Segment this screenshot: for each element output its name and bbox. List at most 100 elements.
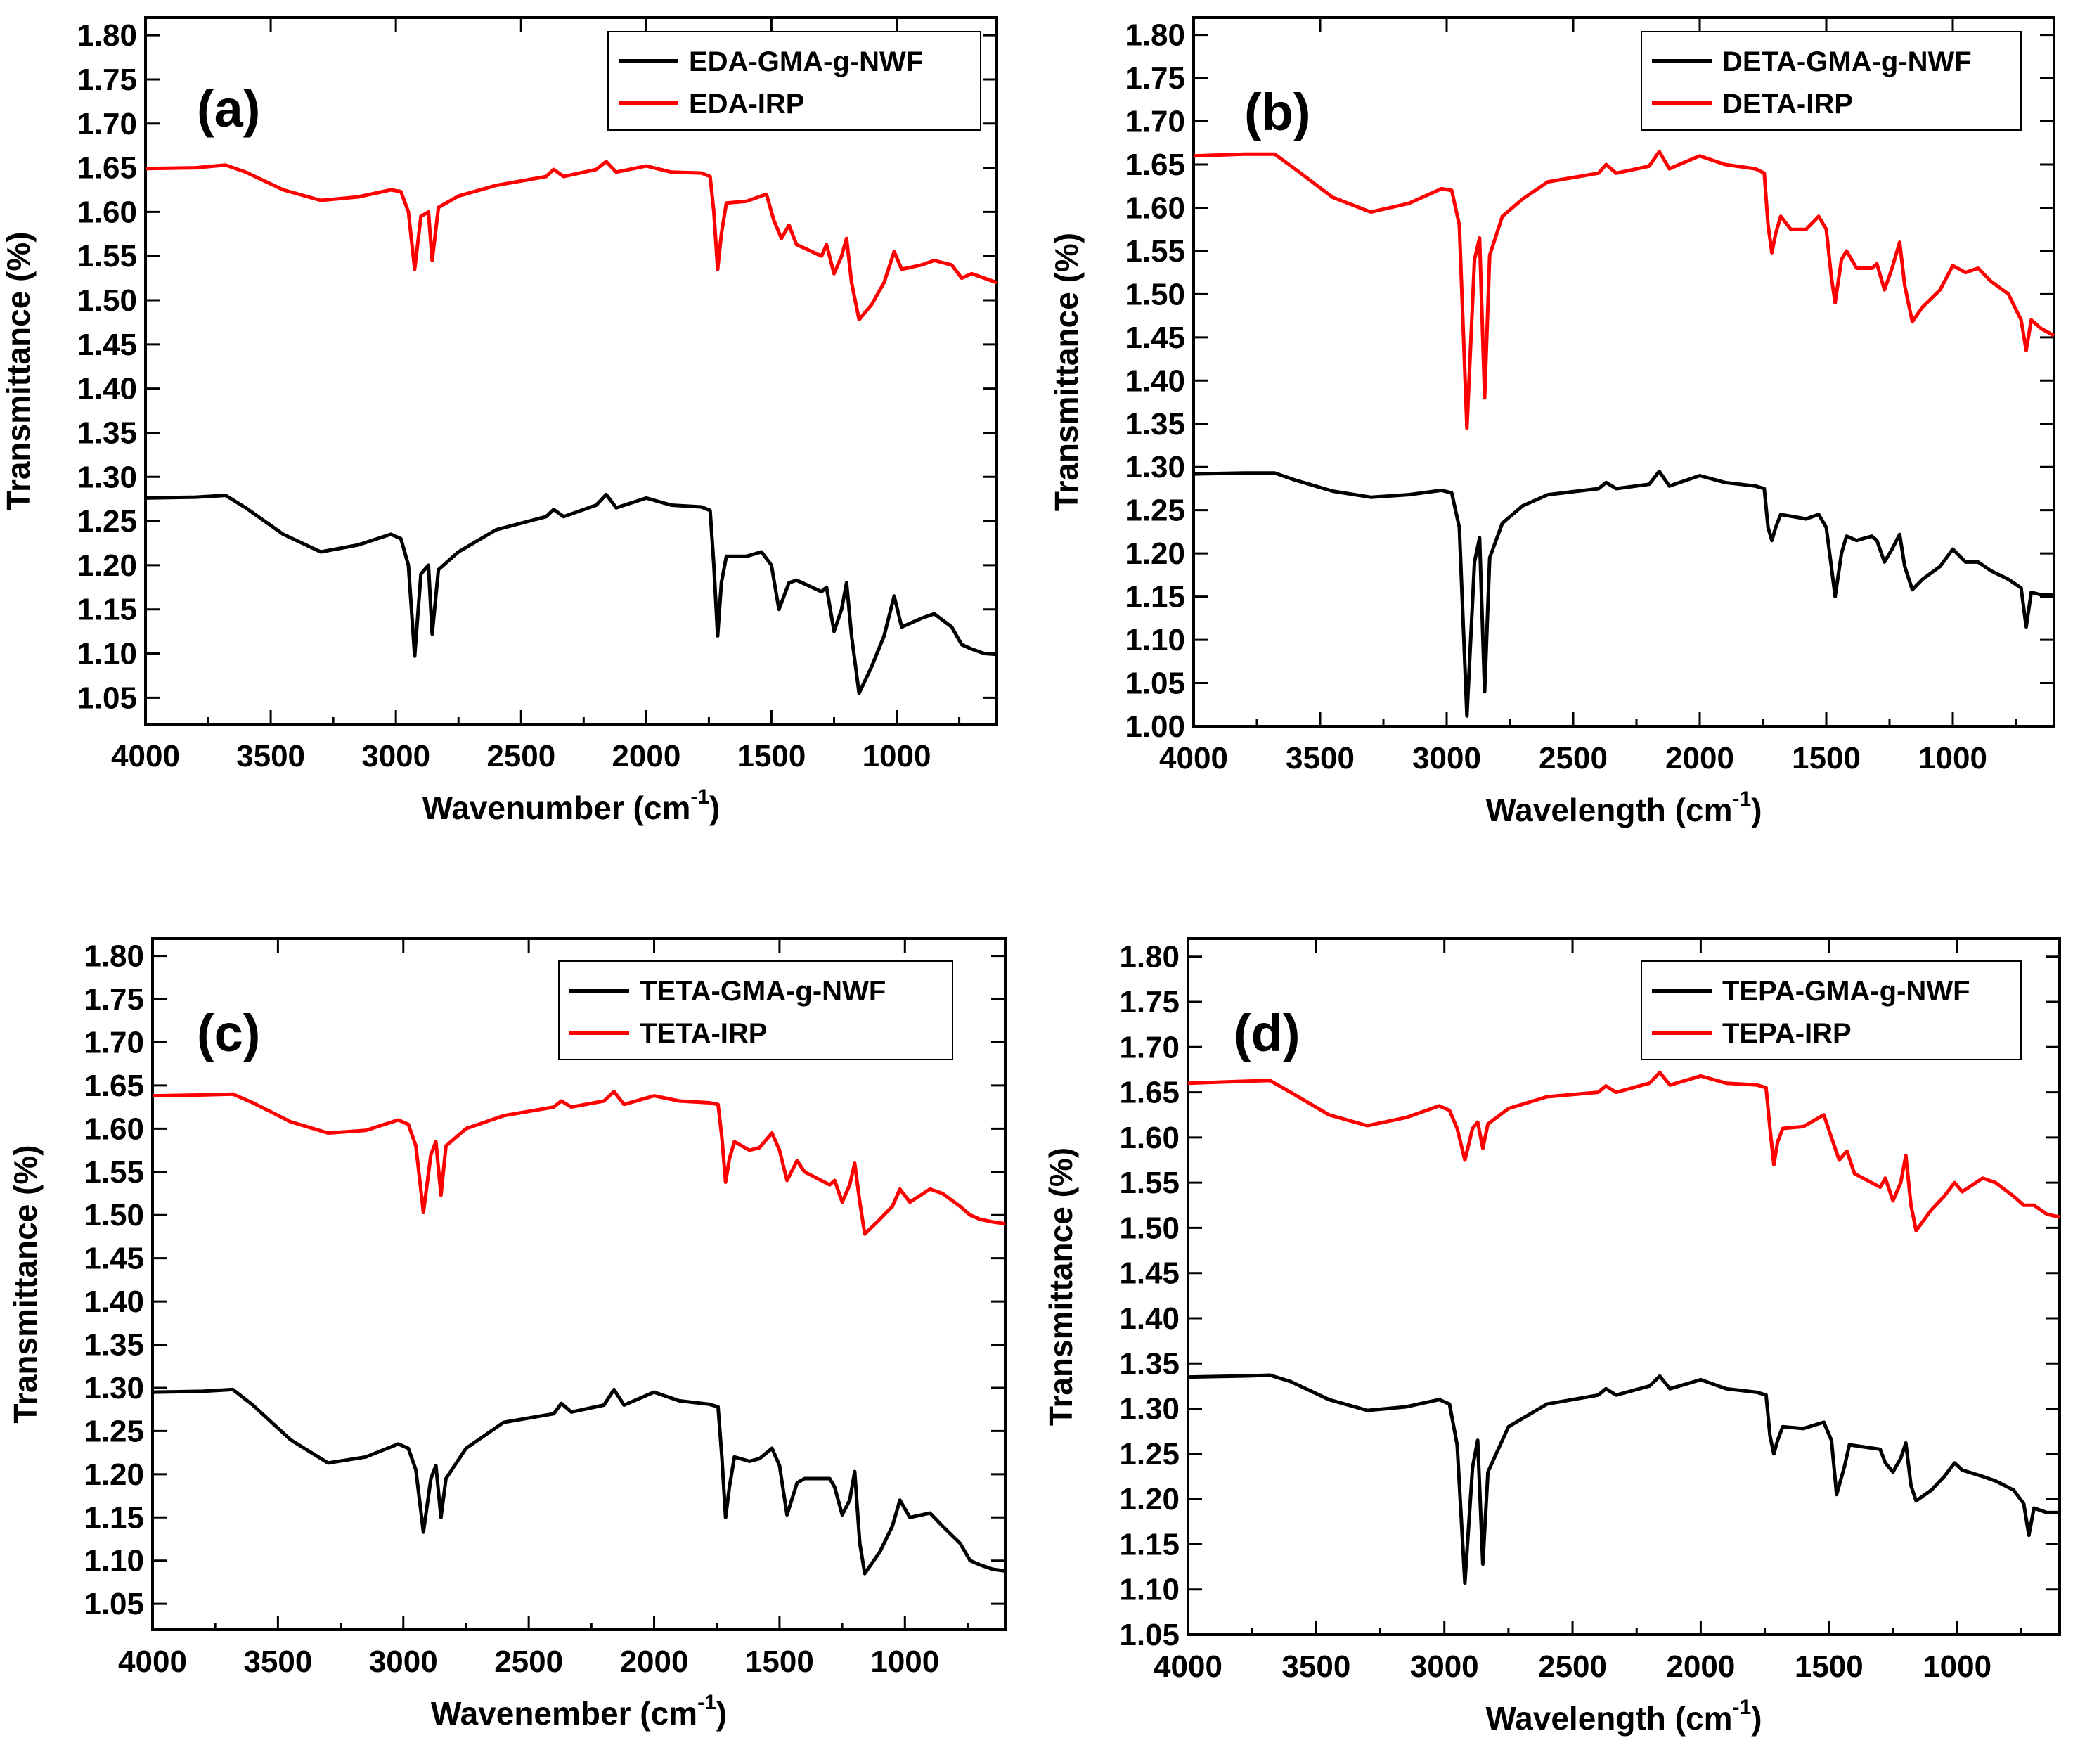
y-tick-label: 1.45 xyxy=(77,328,137,362)
y-tick-label: 1.10 xyxy=(1125,623,1185,657)
x-tick-label: 2500 xyxy=(1539,741,1608,775)
legend-box xyxy=(607,31,981,131)
x-tick-label: 3000 xyxy=(369,1644,438,1679)
x-tick-label: 2500 xyxy=(494,1644,563,1679)
x-tick-label: 2000 xyxy=(620,1644,689,1679)
legend-box xyxy=(1641,31,2022,131)
y-tick-label: 1.15 xyxy=(84,1500,144,1535)
x-tick-label: 3500 xyxy=(1286,741,1355,775)
series-line-deta-gma-g-nwf xyxy=(1193,469,2054,718)
x-tick-label: 4000 xyxy=(111,739,180,773)
x-tick-label: 1000 xyxy=(1923,1649,1991,1684)
series-line-eda-gma-g-nwf xyxy=(145,492,997,695)
y-tick-label: 1.65 xyxy=(1125,148,1185,182)
x-tick-label: 4000 xyxy=(118,1644,187,1679)
x-axis-title: Wavelength (cm-1) xyxy=(1485,787,1762,828)
y-tick-label: 1.65 xyxy=(77,151,137,186)
legend-label: EDA-GMA-g-NWF xyxy=(689,46,923,77)
series-line-tepa-irp xyxy=(1187,1070,2060,1232)
legend-label: DETA-GMA-g-NWF xyxy=(1722,46,1972,77)
y-tick-label: 1.60 xyxy=(84,1112,144,1146)
y-tick-label: 1.15 xyxy=(1125,580,1185,614)
y-tick-label: 1.75 xyxy=(1125,61,1185,96)
legend-label: TEPA-IRP xyxy=(1722,1018,1852,1049)
y-tick-label: 1.80 xyxy=(77,18,137,53)
legend: EDA-GMA-g-NWF EDA-IRP xyxy=(607,31,981,131)
y-tick-label: 1.25 xyxy=(1119,1437,1180,1472)
y-axis-title: Transmittance (%) xyxy=(1042,1147,1079,1426)
y-tick-label: 1.60 xyxy=(1119,1121,1180,1155)
y-tick-label: 1.20 xyxy=(1125,536,1185,571)
y-tick-label: 1.55 xyxy=(1125,234,1185,269)
y-tick-label: 1.05 xyxy=(77,681,137,715)
y-tick-label: 1.80 xyxy=(84,939,144,974)
y-tick-label: 1.20 xyxy=(84,1457,144,1492)
y-tick-label: 1.55 xyxy=(84,1155,144,1190)
y-tick-label: 1.05 xyxy=(1125,667,1185,701)
plot-frame xyxy=(1192,16,2055,728)
y-tick-label: 1.80 xyxy=(1125,18,1185,53)
y-tick-label: 1.35 xyxy=(84,1328,144,1363)
x-tick-label: 2000 xyxy=(1666,1649,1735,1684)
x-tick-label: 1500 xyxy=(745,1644,814,1679)
legend-box xyxy=(1641,960,2022,1060)
y-tick-label: 1.40 xyxy=(1125,363,1185,398)
x-axis-title: Wavelength (cm-1) xyxy=(1485,1696,1762,1737)
y-tick-label: 1.30 xyxy=(77,460,137,494)
x-tick-label: 1000 xyxy=(870,1644,939,1679)
y-tick-label: 1.80 xyxy=(1119,940,1180,974)
y-tick-label: 1.70 xyxy=(1119,1030,1180,1064)
y-tick-label: 1.45 xyxy=(1125,321,1185,355)
y-tick-label: 1.75 xyxy=(84,982,144,1017)
y-tick-label: 1.75 xyxy=(1119,985,1180,1019)
y-axis-title: Transmittance (%) xyxy=(7,1145,44,1423)
y-tick-label: 1.40 xyxy=(1119,1301,1180,1336)
x-tick-label: 1500 xyxy=(1792,741,1861,775)
panel-label: (a) xyxy=(197,79,260,138)
x-axis-title: Wavenember (cm-1) xyxy=(431,1691,727,1732)
plot-frame xyxy=(1187,937,2061,1636)
x-tick-label: 3000 xyxy=(1412,741,1481,775)
y-tick-label: 1.30 xyxy=(84,1371,144,1405)
x-tick-label: 2000 xyxy=(612,739,680,773)
x-tick-label: 3000 xyxy=(361,739,430,773)
panel-label: (b) xyxy=(1244,83,1311,141)
y-tick-label: 1.10 xyxy=(77,637,137,671)
y-tick-label: 1.70 xyxy=(77,107,137,141)
series-line-eda-irp xyxy=(145,160,997,322)
x-tick-label: 4000 xyxy=(1154,1649,1222,1684)
y-tick-label: 1.00 xyxy=(1125,709,1185,744)
x-axis-title: Wavenumber (cm-1) xyxy=(422,785,721,826)
y-tick-label: 1.40 xyxy=(77,372,137,406)
y-tick-label: 1.35 xyxy=(1125,407,1185,442)
x-tick-label: 1000 xyxy=(863,739,931,773)
y-tick-label: 1.05 xyxy=(1119,1618,1180,1652)
x-tick-label: 4000 xyxy=(1159,741,1228,775)
y-tick-label: 1.45 xyxy=(84,1242,144,1276)
x-tick-label: 1500 xyxy=(1795,1649,1864,1684)
y-axis-title: Transmittance (%) xyxy=(1048,233,1085,511)
y-tick-label: 1.10 xyxy=(84,1544,144,1578)
y-tick-label: 1.25 xyxy=(77,504,137,539)
x-tick-label: 3000 xyxy=(1410,1649,1479,1684)
y-tick-label: 1.40 xyxy=(84,1285,144,1319)
legend-label: DETA-IRP xyxy=(1722,89,1853,120)
panel-label: (d) xyxy=(1234,1004,1300,1062)
x-tick-label: 2000 xyxy=(1665,741,1734,775)
panel-label: (c) xyxy=(197,1004,260,1062)
y-tick-label: 1.70 xyxy=(84,1025,144,1060)
panel-a: 4000 3500 3000 2500 2000 1500 1000 1.05 1.10 1.15… xyxy=(0,16,998,826)
legend-box xyxy=(558,960,953,1060)
x-tick-label: 1500 xyxy=(737,739,806,773)
y-tick-label: 1.35 xyxy=(77,416,137,450)
plot-frame xyxy=(151,937,1007,1631)
legend-label: EDA-IRP xyxy=(689,89,804,120)
y-tick-label: 1.50 xyxy=(84,1198,144,1232)
x-tick-label: 1000 xyxy=(1918,741,1987,775)
panel-d: 4000 3500 3000 2500 2000 1500 1000 1.05 1.10 1.15… xyxy=(1042,937,2061,1737)
legend: TETA-GMA-g-NWF TETA-IRP xyxy=(558,960,953,1060)
legend-label: TETA-GMA-g-NWF xyxy=(640,976,886,1007)
y-tick-label: 1.60 xyxy=(1125,191,1185,225)
y-tick-label: 1.45 xyxy=(1119,1256,1180,1291)
